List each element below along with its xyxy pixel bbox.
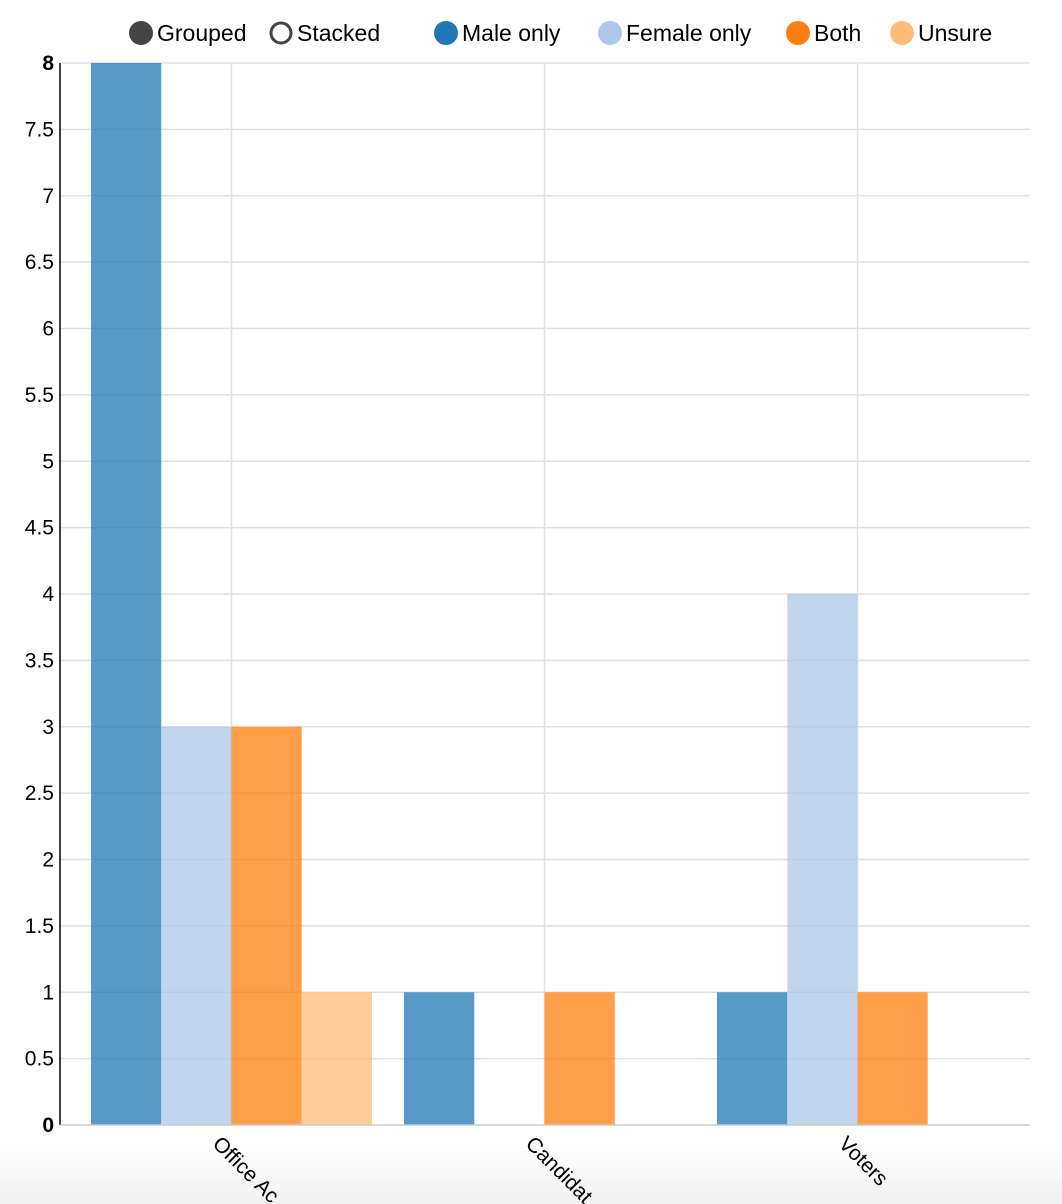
legend-item-female-only[interactable]: Female only [598, 20, 752, 46]
y-tick-label: 0.5 [25, 1048, 54, 1071]
y-tick-label: 3.5 [25, 649, 54, 672]
bar-male-only-0[interactable] [91, 63, 162, 1125]
legend-swatch-icon [786, 21, 810, 45]
y-tick-label: 7.5 [25, 118, 54, 141]
y-tick-label: 4 [42, 583, 54, 606]
bar-unsure-0[interactable] [301, 992, 372, 1125]
y-tick-label: 6.5 [25, 251, 54, 274]
y-tick-label: 8 [42, 52, 54, 75]
stacked-label: Stacked [297, 20, 380, 46]
bar-male-only-1[interactable] [404, 992, 475, 1125]
legend-item-unsure[interactable]: Unsure [890, 20, 992, 46]
legend-label: Male only [462, 20, 561, 46]
grouped-label: Grouped [157, 20, 247, 46]
series-legend: Male only Female only Both Unsure [434, 20, 992, 46]
legend-swatch-icon [598, 21, 622, 45]
y-tick-label: 4.5 [25, 517, 54, 540]
stacked-mode-radio[interactable]: Stacked [269, 20, 380, 46]
bar-layer [91, 63, 928, 1125]
grouped-radio-icon [129, 21, 153, 45]
grouped-mode-radio[interactable]: Grouped [129, 20, 247, 46]
legend-item-both[interactable]: Both [786, 20, 861, 46]
y-tick-label: 2.5 [25, 782, 54, 805]
bar-male-only-2[interactable] [717, 992, 788, 1125]
x-category-label: Office Ac [208, 1132, 283, 1204]
bar-both-0[interactable] [231, 726, 302, 1125]
y-tick-label: 5.5 [25, 384, 54, 407]
legend-item-male-only[interactable]: Male only [434, 20, 561, 46]
stacked-radio-icon [269, 21, 293, 45]
y-tick-label: 2 [42, 849, 54, 872]
legend: Grouped Stacked Male only Female only Both… [129, 20, 992, 46]
legend-label: Female only [626, 20, 752, 46]
y-tick-label: 1 [42, 981, 54, 1004]
x-category-label: Voters [834, 1132, 892, 1190]
legend-label: Both [814, 20, 861, 46]
legend-label: Unsure [918, 20, 992, 46]
bar-both-2[interactable] [857, 992, 928, 1125]
x-category-label: Candidat [521, 1132, 597, 1204]
y-tick-label: 3 [42, 716, 54, 739]
y-tick-label: 1.5 [25, 915, 54, 938]
bar-female-only-2[interactable] [787, 594, 858, 1125]
y-tick-label: 5 [42, 450, 54, 473]
y-tick-label: 6 [42, 318, 54, 341]
y-tick-label: 0 [42, 1114, 54, 1137]
legend-swatch-icon [890, 21, 914, 45]
legend-swatch-icon [434, 21, 458, 45]
y-tick-label: 7 [42, 185, 54, 208]
bar-both-1[interactable] [544, 992, 615, 1125]
bar-female-only-0[interactable] [161, 726, 232, 1125]
